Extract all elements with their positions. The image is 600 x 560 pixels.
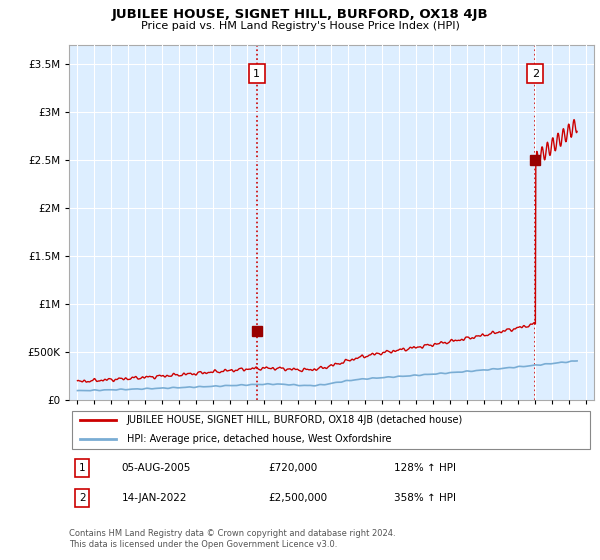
Text: JUBILEE HOUSE, SIGNET HILL, BURFORD, OX18 4JB: JUBILEE HOUSE, SIGNET HILL, BURFORD, OX1…: [112, 8, 488, 21]
Text: 1: 1: [79, 463, 85, 473]
Text: Price paid vs. HM Land Registry's House Price Index (HPI): Price paid vs. HM Land Registry's House …: [140, 21, 460, 31]
Text: £2,500,000: £2,500,000: [269, 493, 328, 503]
Text: JUBILEE HOUSE, SIGNET HILL, BURFORD, OX18 4JB (detached house): JUBILEE HOUSE, SIGNET HILL, BURFORD, OX1…: [127, 415, 463, 425]
Text: 2: 2: [79, 493, 85, 503]
Text: 1: 1: [253, 69, 260, 78]
Text: 128% ↑ HPI: 128% ↑ HPI: [395, 463, 457, 473]
Text: 2: 2: [532, 69, 539, 78]
Text: 05-AUG-2005: 05-AUG-2005: [121, 463, 191, 473]
Text: HPI: Average price, detached house, West Oxfordshire: HPI: Average price, detached house, West…: [127, 435, 391, 445]
Text: £720,000: £720,000: [269, 463, 318, 473]
Text: 358% ↑ HPI: 358% ↑ HPI: [395, 493, 457, 503]
Text: Contains HM Land Registry data © Crown copyright and database right 2024.
This d: Contains HM Land Registry data © Crown c…: [69, 529, 395, 549]
Text: 14-JAN-2022: 14-JAN-2022: [121, 493, 187, 503]
FancyBboxPatch shape: [71, 411, 590, 449]
